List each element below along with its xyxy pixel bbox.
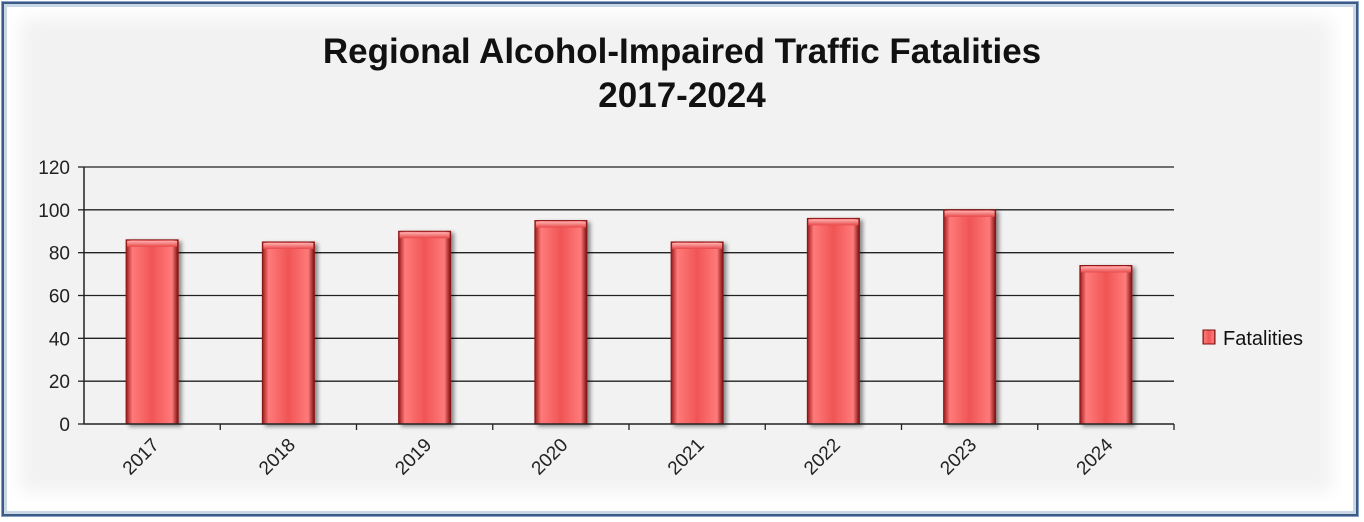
bar [670, 241, 724, 425]
bar-bevel [127, 240, 178, 247]
x-tick-labels: 2017 2018 2019 2020 2021 2022 2023 2024 [119, 434, 1118, 479]
bar-group [670, 241, 724, 425]
bar [1079, 265, 1133, 425]
bar-group [125, 239, 179, 425]
x-tick-label: 2019 [391, 435, 436, 480]
y-tick-label: 60 [49, 287, 70, 308]
x-tick-label: 2022 [800, 435, 845, 480]
x-tick-label: 2024 [1073, 434, 1118, 479]
bar-bevel [1080, 266, 1131, 273]
legend-label: Fatalities [1223, 328, 1303, 350]
y-tick-label: 20 [49, 372, 70, 393]
bar-bevel [944, 210, 995, 217]
bar-group [398, 230, 452, 425]
bar [261, 241, 315, 425]
y-tick-label: 0 [59, 415, 70, 436]
y-tick-label: 120 [38, 158, 70, 179]
chart-subtitle: 2017-2024 [598, 76, 766, 115]
bar-bevel [263, 242, 314, 249]
legend: Fatalities [1202, 328, 1303, 350]
bar [398, 230, 452, 425]
y-tick-label: 100 [38, 201, 70, 222]
x-tick-label: 2017 [119, 435, 164, 480]
bar-bevel [399, 232, 450, 239]
bars [125, 209, 1133, 425]
bar [806, 217, 860, 425]
y-tick-label: 40 [49, 329, 70, 350]
chart-title: Regional Alcohol-Impaired Traffic Fatali… [322, 32, 1042, 71]
gridlines [84, 166, 1174, 382]
bar-group [806, 217, 860, 425]
x-tick-label: 2023 [936, 435, 981, 480]
bar [534, 220, 588, 425]
x-tick-label: 2020 [528, 435, 573, 480]
bar-bevel [808, 219, 859, 226]
bar-group [534, 220, 588, 425]
bar-bevel [672, 242, 723, 249]
x-tick-label: 2021 [664, 435, 709, 480]
y-tick-labels: 0 20 40 60 80 100 120 [38, 158, 70, 436]
bar-bevel [535, 221, 586, 228]
bar-group [943, 209, 997, 425]
bar-group [261, 241, 315, 425]
bar [943, 209, 997, 425]
bar-group [1079, 265, 1133, 425]
chart-title-block: Regional Alcohol-Impaired Traffic Fatali… [0, 30, 1364, 118]
bar [125, 239, 179, 425]
legend-swatch [1202, 329, 1216, 345]
y-tick-label: 80 [49, 244, 70, 265]
x-tick-label: 2018 [255, 435, 300, 480]
axes [78, 166, 1175, 430]
